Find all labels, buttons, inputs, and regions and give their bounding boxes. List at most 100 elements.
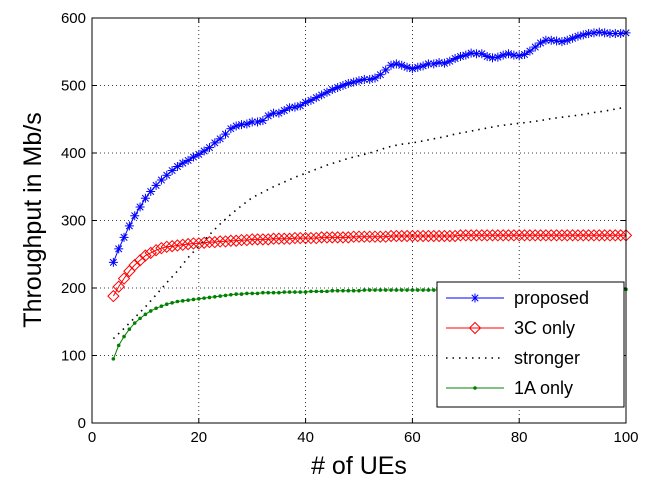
data-point bbox=[175, 299, 180, 304]
data-point bbox=[229, 292, 233, 297]
data-point bbox=[202, 296, 206, 300]
data-point bbox=[148, 309, 153, 313]
data-point bbox=[213, 235, 227, 248]
data-point bbox=[187, 237, 200, 250]
data-point bbox=[250, 291, 254, 296]
data-point bbox=[117, 272, 131, 285]
data-point bbox=[199, 146, 209, 156]
data-point bbox=[122, 334, 126, 339]
data-point bbox=[534, 229, 547, 242]
data-point bbox=[223, 293, 228, 298]
x-tick-label: 0 bbox=[88, 429, 96, 446]
x-tick-label: 60 bbox=[404, 429, 421, 446]
data-point bbox=[431, 288, 436, 292]
data-point bbox=[351, 288, 356, 293]
data-point bbox=[186, 298, 190, 302]
data-point bbox=[545, 229, 558, 242]
data-point bbox=[609, 229, 622, 242]
data-point bbox=[218, 294, 222, 298]
legend-label: proposed bbox=[514, 288, 589, 308]
data-point bbox=[245, 233, 259, 246]
data-point bbox=[443, 229, 456, 243]
data-point bbox=[459, 229, 473, 242]
data-point bbox=[251, 233, 264, 246]
data-point bbox=[349, 77, 359, 87]
data-point bbox=[229, 234, 243, 247]
data-point bbox=[210, 138, 220, 148]
data-point bbox=[325, 289, 329, 294]
data-point bbox=[347, 230, 360, 243]
data-point bbox=[461, 50, 471, 60]
data-point bbox=[475, 229, 489, 242]
data-point bbox=[410, 288, 415, 292]
data-point bbox=[363, 230, 376, 243]
data-point bbox=[128, 258, 141, 272]
data-point bbox=[144, 246, 157, 260]
data-point bbox=[603, 229, 617, 242]
data-point bbox=[140, 193, 150, 203]
data-point bbox=[219, 235, 232, 248]
data-point bbox=[346, 288, 351, 293]
data-point bbox=[253, 117, 263, 127]
data-point bbox=[610, 29, 620, 39]
data-point bbox=[197, 236, 211, 249]
data-point bbox=[341, 288, 345, 293]
data-point bbox=[335, 288, 340, 293]
x-tick-label: 20 bbox=[190, 429, 207, 446]
data-point bbox=[573, 31, 583, 41]
data-point bbox=[555, 229, 569, 242]
data-point bbox=[133, 254, 147, 267]
data-point bbox=[194, 149, 204, 159]
data-point bbox=[272, 232, 286, 245]
y-axis-title: Throughput in Mb/s bbox=[19, 112, 47, 327]
data-point bbox=[114, 244, 124, 254]
data-point bbox=[172, 162, 182, 171]
data-point bbox=[282, 290, 287, 294]
data-point bbox=[550, 229, 563, 242]
data-point bbox=[415, 288, 420, 292]
data-point bbox=[290, 102, 300, 112]
data-point bbox=[389, 288, 393, 292]
data-point bbox=[127, 327, 132, 331]
data-point bbox=[197, 297, 201, 301]
data-point bbox=[498, 50, 508, 60]
y-tick-label: 600 bbox=[61, 10, 86, 27]
data-point bbox=[208, 235, 222, 249]
data-point bbox=[507, 229, 521, 242]
data-point bbox=[320, 231, 334, 244]
data-point bbox=[413, 62, 423, 72]
data-point bbox=[269, 108, 279, 118]
data-point bbox=[183, 155, 193, 165]
data-point bbox=[561, 229, 574, 242]
data-point bbox=[149, 243, 163, 257]
data-point bbox=[255, 291, 260, 296]
data-point bbox=[504, 49, 514, 59]
data-point bbox=[267, 232, 280, 245]
data-point bbox=[520, 49, 530, 59]
legend-entry: proposed bbox=[446, 288, 589, 308]
data-point bbox=[512, 229, 526, 242]
data-point bbox=[180, 299, 185, 303]
data-point bbox=[379, 230, 392, 243]
data-point bbox=[482, 51, 492, 61]
data-point bbox=[421, 288, 425, 292]
data-point bbox=[343, 78, 353, 88]
data-point bbox=[422, 229, 435, 243]
data-point bbox=[288, 231, 302, 245]
data-point bbox=[378, 288, 383, 292]
data-point bbox=[566, 229, 579, 242]
data-point bbox=[160, 240, 173, 254]
data-point bbox=[373, 288, 377, 292]
data-point bbox=[416, 229, 430, 243]
data-point bbox=[112, 280, 125, 293]
data-point bbox=[571, 229, 585, 242]
data-point bbox=[326, 231, 339, 244]
data-point bbox=[587, 229, 601, 242]
data-point bbox=[432, 229, 446, 243]
data-point bbox=[299, 231, 312, 245]
data-point bbox=[336, 231, 350, 244]
data-point bbox=[256, 233, 270, 246]
data-point bbox=[362, 288, 367, 292]
data-point bbox=[315, 231, 328, 244]
